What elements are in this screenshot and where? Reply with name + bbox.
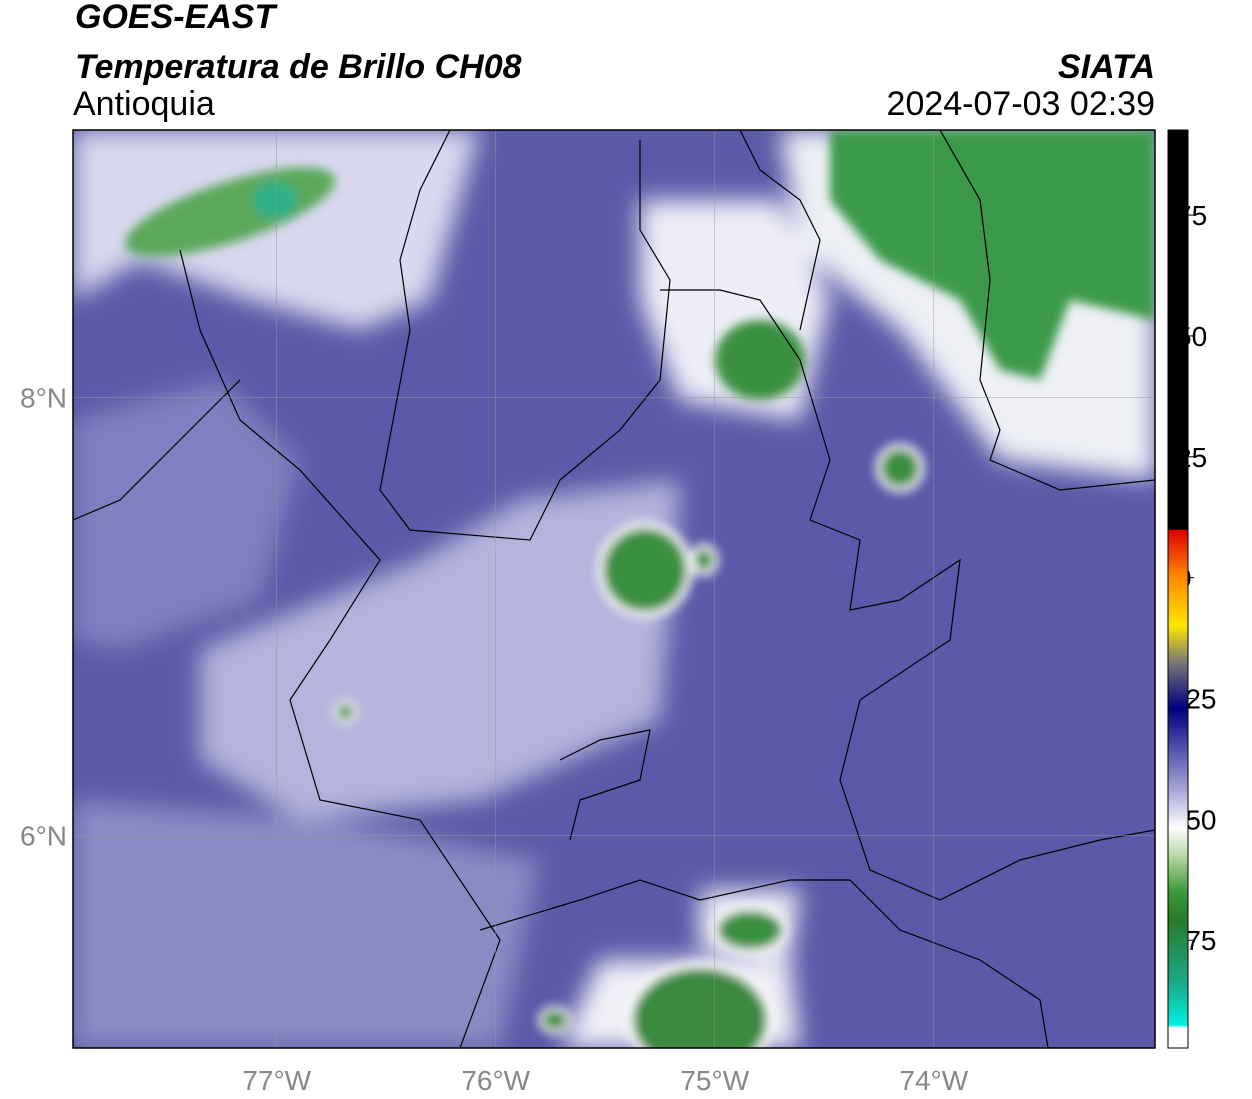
y-tick-label: 6°N bbox=[20, 820, 67, 851]
source: SIATA bbox=[1058, 48, 1155, 86]
datetime: 2024-07-03 02:39 bbox=[887, 85, 1155, 123]
imagery bbox=[73, 130, 1155, 1048]
x-tick-label: 74°W bbox=[899, 1065, 968, 1096]
region: Antioquia bbox=[73, 85, 215, 123]
x-tick-label: 76°W bbox=[461, 1065, 530, 1096]
cold-tops bbox=[124, 130, 1155, 1048]
borders bbox=[73, 130, 1155, 1048]
grid bbox=[73, 130, 1155, 1048]
colorbar bbox=[1167, 129, 1189, 1049]
y-tick-label: 8°N bbox=[20, 382, 67, 413]
x-tick-label: 77°W bbox=[242, 1065, 311, 1096]
product: Temperatura de Brillo CH08 bbox=[75, 48, 522, 86]
x-tick-label: 75°W bbox=[680, 1065, 749, 1096]
map-frame bbox=[72, 129, 1156, 1049]
satellite: GOES-EAST bbox=[75, 0, 278, 36]
